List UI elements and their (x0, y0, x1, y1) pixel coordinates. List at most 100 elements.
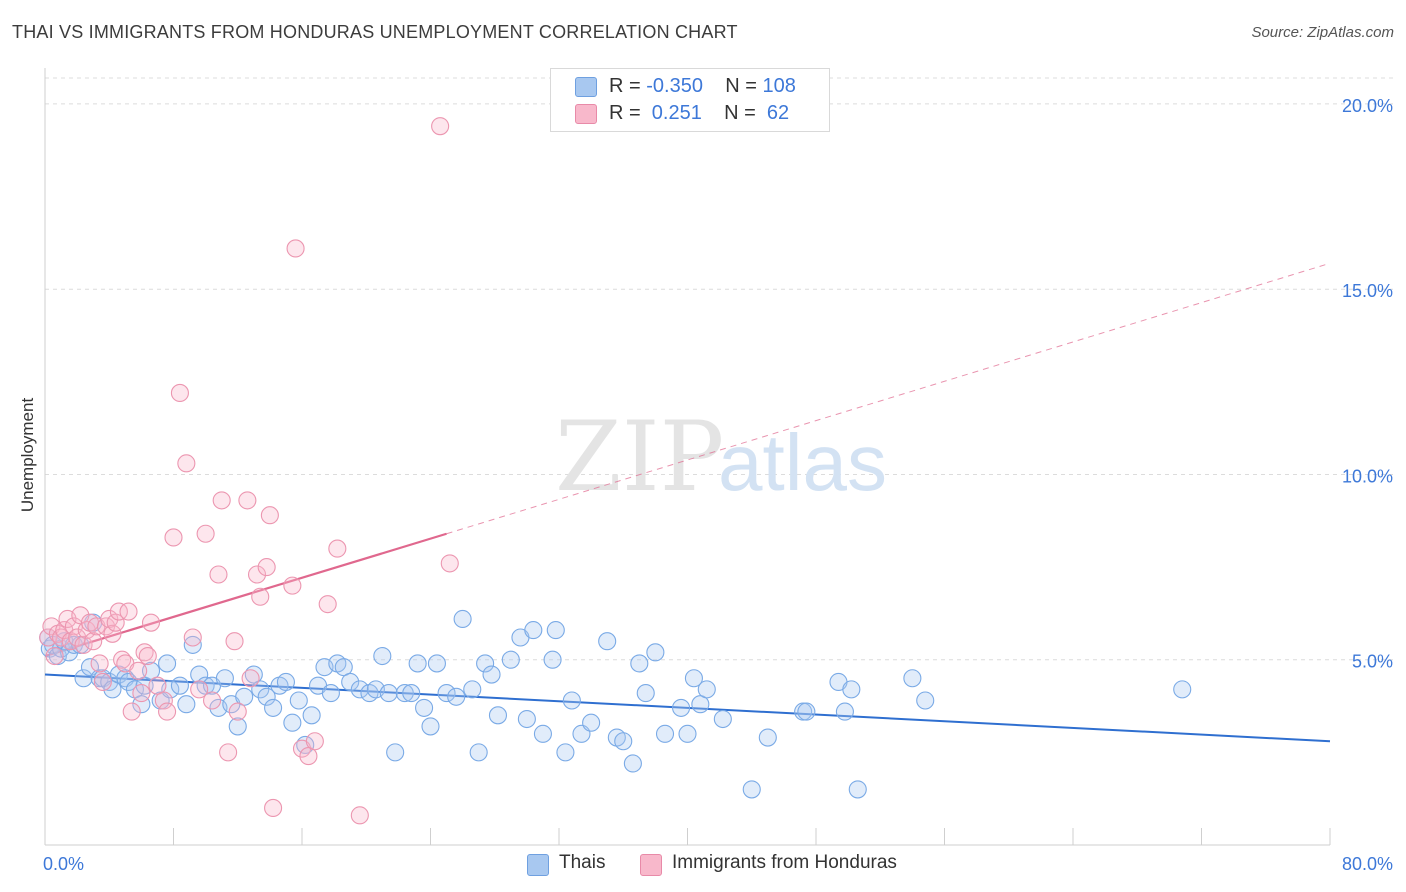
data-point (421, 717, 440, 736)
data-point (350, 806, 369, 825)
legend-swatch-honduras (575, 104, 597, 124)
data-point (543, 650, 562, 669)
grid-lines (45, 77, 1393, 661)
data-point (286, 239, 305, 258)
data-point (302, 706, 321, 725)
data-point (238, 491, 257, 510)
data-point (842, 680, 861, 699)
source-note: Source: ZipAtlas.com (1251, 24, 1394, 41)
data-point (427, 654, 446, 673)
data-point (546, 621, 565, 640)
data-point (247, 565, 267, 584)
data-point (517, 709, 536, 729)
data-point (386, 743, 405, 762)
tick-labels: 5.0% 10.0% 15.0% 20.0% 0.0% 80.0% (43, 96, 1393, 874)
data-point (257, 687, 276, 706)
data-point (482, 665, 501, 684)
data-point (74, 635, 93, 654)
data-point (119, 602, 138, 621)
data-point (582, 713, 601, 732)
data-point (177, 695, 196, 714)
data-point (90, 654, 109, 673)
data-point (122, 702, 141, 721)
data-point (305, 732, 324, 751)
bottom-legend-label-honduras: Immigrants from Honduras (672, 852, 897, 873)
data-point (283, 576, 302, 595)
data-point (257, 558, 276, 577)
data-point (251, 587, 270, 606)
correlation-legend: R = -0.350 N = 108 R = 0.251 N = 62 (550, 68, 830, 132)
trend-lines (44, 262, 1331, 743)
data-point (697, 680, 716, 699)
chart-title: THAI VS IMMIGRANTS FROM HONDURAS UNEMPLO… (12, 22, 738, 42)
data-point (138, 646, 157, 666)
data-point (636, 684, 655, 703)
legend-text-thais: R = -0.350 N = 108 (609, 75, 796, 97)
data-point (630, 654, 649, 673)
data-point (623, 754, 642, 773)
data-point (524, 621, 543, 640)
y-tick-label: 10.0% (1342, 466, 1393, 486)
data-point (158, 654, 177, 673)
data-point (903, 669, 922, 688)
legend-text-honduras: R = 0.251 N = 62 (609, 102, 790, 124)
data-point (797, 702, 816, 721)
legend-swatch-thais (575, 77, 597, 97)
x-tick-label: 0.0% (43, 854, 84, 874)
data-point (241, 669, 260, 688)
data-point (84, 632, 103, 651)
data-point (437, 684, 456, 703)
data-points (39, 117, 1192, 825)
data-point (225, 632, 244, 651)
data-point (321, 684, 340, 703)
data-point (501, 650, 520, 669)
data-point (45, 646, 64, 666)
data-point (379, 684, 398, 703)
data-point (260, 506, 279, 525)
watermark-atlas: atlas (718, 418, 887, 507)
data-point (415, 698, 434, 717)
data-point (350, 680, 369, 699)
trend-line-thais (44, 673, 1331, 743)
data-point (440, 554, 459, 573)
data-point (614, 732, 633, 751)
data-point (203, 691, 222, 710)
data-point (1173, 680, 1192, 699)
x-tick-label: 80.0% (1342, 854, 1393, 874)
data-point (170, 676, 189, 695)
trend-line-honduras-extension (446, 262, 1331, 535)
data-point (562, 691, 581, 710)
data-point (264, 798, 283, 817)
data-point (289, 691, 308, 710)
data-point (93, 672, 112, 692)
data-point (373, 646, 392, 666)
y-tick-label: 20.0% (1342, 96, 1393, 116)
watermark-zip: ZIP (555, 401, 724, 513)
bottom-legend-label-thais: Thais (559, 852, 606, 873)
data-point (598, 632, 617, 651)
trend-line-honduras (44, 532, 447, 658)
data-point (228, 702, 247, 721)
data-point (141, 613, 161, 632)
data-point (190, 665, 209, 684)
series-honduras (39, 117, 459, 825)
data-point (132, 684, 151, 703)
data-point (431, 117, 450, 136)
data-point (678, 724, 697, 743)
data-point (74, 669, 93, 688)
watermark: ZIP atlas (555, 401, 887, 513)
data-point (758, 728, 777, 747)
data-point (177, 454, 196, 473)
data-point (170, 383, 189, 403)
data-point (848, 780, 867, 799)
data-point (129, 661, 148, 680)
data-point (341, 672, 360, 692)
data-point (276, 672, 295, 692)
data-point (453, 609, 472, 629)
data-point (209, 565, 228, 584)
data-point (447, 687, 466, 706)
data-point (742, 780, 761, 799)
data-point (212, 491, 231, 510)
bottom-legend-swatch-thais (527, 854, 549, 876)
